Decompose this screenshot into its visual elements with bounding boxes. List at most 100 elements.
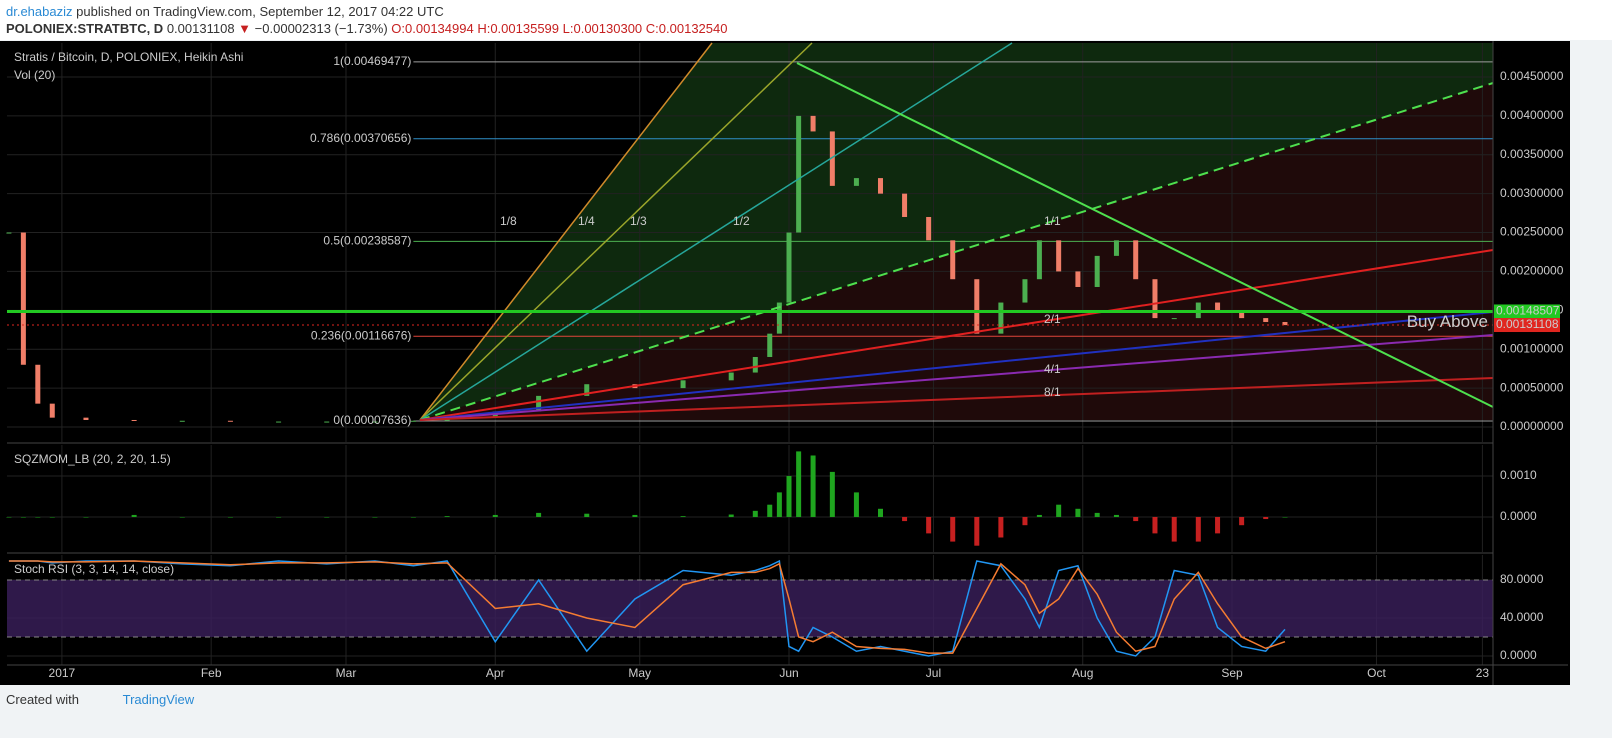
candle bbox=[410, 420, 416, 422]
y-tick-label: 0.0000 bbox=[1500, 648, 1537, 662]
candle bbox=[179, 420, 185, 422]
x-tick-label: Sep bbox=[1221, 666, 1243, 680]
momentum-bar bbox=[680, 516, 686, 517]
momentum-bar bbox=[752, 510, 758, 517]
fib-label: 0.236(0.00116676) bbox=[311, 328, 412, 342]
fib-label: 1(0.00469477) bbox=[333, 54, 411, 68]
pane-subtitle: Vol (20) bbox=[14, 68, 55, 82]
candle bbox=[776, 302, 782, 334]
candle bbox=[680, 380, 686, 389]
momentum-bar bbox=[776, 492, 782, 517]
candle bbox=[1215, 302, 1221, 311]
candle bbox=[877, 178, 883, 194]
fan-line bbox=[419, 377, 1494, 421]
momentum-bar bbox=[536, 512, 542, 517]
fan-line bbox=[419, 42, 1013, 421]
price-box bbox=[1494, 318, 1560, 333]
momentum-bar bbox=[1171, 516, 1177, 542]
high: H:0.00135599 bbox=[477, 21, 560, 36]
momentum-bar bbox=[853, 492, 859, 517]
y-tick-label: 0.0010 bbox=[1500, 468, 1537, 482]
header: dr.ehabaziz published on TradingView.com… bbox=[0, 0, 1612, 40]
x-tick-label: Apr bbox=[486, 666, 505, 680]
momentum-bar bbox=[902, 516, 908, 522]
open: O:0.00134994 bbox=[391, 21, 474, 36]
fan-label: 8/1 bbox=[1044, 385, 1061, 399]
arrow: ▼ bbox=[238, 21, 252, 36]
fan-line bbox=[419, 42, 713, 421]
price-label: 0.00148507 bbox=[1496, 304, 1560, 318]
momentum-bar bbox=[83, 516, 89, 518]
x-tick-label: 23 bbox=[1476, 666, 1490, 680]
momentum-bar bbox=[1022, 516, 1028, 526]
x-tick-label: Jun bbox=[779, 666, 798, 680]
candle bbox=[276, 421, 282, 423]
momentum-bar bbox=[1133, 516, 1139, 522]
candle bbox=[1113, 240, 1119, 256]
y-tick-label: 0.00000000 bbox=[1500, 419, 1564, 433]
overlay: 2017 Feb Mar Apr May Jun Jul Aug Sep Oct 23 0.00450… bbox=[7, 50, 1564, 680]
momentum-bar bbox=[1239, 516, 1245, 526]
momentum-bar bbox=[632, 514, 638, 517]
momentum-bar bbox=[877, 508, 883, 517]
candle bbox=[1263, 318, 1269, 322]
momentum-bar bbox=[796, 451, 802, 517]
candle bbox=[752, 356, 758, 373]
candle bbox=[131, 419, 137, 421]
momentum-bar bbox=[950, 516, 956, 542]
y-tick-label: 0.00250000 bbox=[1500, 225, 1564, 239]
momentum-bar bbox=[998, 516, 1004, 538]
candle bbox=[1075, 271, 1081, 287]
momentum-bar bbox=[1075, 508, 1081, 517]
chart-layer bbox=[6, 43, 1493, 665]
momentum-bar bbox=[1036, 514, 1042, 517]
candle bbox=[1094, 255, 1100, 287]
candle bbox=[974, 279, 980, 334]
candle bbox=[829, 131, 835, 186]
fib-label: 0(0.00007636) bbox=[333, 413, 411, 427]
footer: Created with TradingView bbox=[6, 692, 194, 707]
momentum-bar bbox=[829, 471, 835, 517]
momentum-bar bbox=[1056, 504, 1062, 517]
y-tick-label: 0.00300000 bbox=[1500, 186, 1564, 200]
fan-line bbox=[419, 311, 1494, 421]
fan-line bbox=[419, 42, 813, 421]
x-tick-label: 2017 bbox=[49, 666, 76, 680]
price-box bbox=[1494, 304, 1560, 319]
author[interactable]: dr.ehabaziz bbox=[6, 4, 73, 19]
fib-label: 0.786(0.00370656) bbox=[310, 131, 411, 145]
y-tick-label: 0.00050000 bbox=[1500, 380, 1564, 394]
momentum-bar bbox=[20, 516, 26, 518]
fan-label: 1/8 bbox=[500, 214, 517, 228]
momentum-bar bbox=[1113, 514, 1119, 517]
candle bbox=[20, 232, 26, 365]
momentum-bar bbox=[786, 475, 792, 517]
published: published on TradingView.com, September … bbox=[76, 4, 444, 19]
fan-label: 1/4 bbox=[578, 214, 595, 228]
candle bbox=[83, 417, 89, 420]
price-label: 0.00131108 bbox=[1496, 317, 1559, 331]
x-tick-label: Mar bbox=[336, 666, 357, 680]
candle bbox=[902, 193, 908, 217]
y-tick-label: 0.00450000 bbox=[1500, 69, 1564, 83]
momentum-bar bbox=[974, 516, 980, 546]
fan-label: 1/2 bbox=[733, 214, 750, 228]
fan-line bbox=[419, 82, 1494, 421]
candle bbox=[998, 302, 1004, 334]
candle bbox=[796, 115, 802, 233]
candle bbox=[536, 395, 542, 412]
fan-label: 4/1 bbox=[1044, 362, 1061, 376]
momentum-bar bbox=[1215, 516, 1221, 534]
drawings bbox=[419, 42, 1494, 421]
candle bbox=[810, 115, 816, 132]
brand[interactable]: TradingView bbox=[122, 692, 195, 707]
x-tick-label: May bbox=[628, 666, 651, 680]
momentum-bar bbox=[276, 516, 282, 518]
quote-line: POLONIEX:STRATBTC, D 0.00131108 ▼ −0.000… bbox=[6, 21, 727, 36]
candle bbox=[1056, 240, 1062, 272]
candle bbox=[786, 232, 792, 303]
y-tick-label: 80.0000 bbox=[1500, 572, 1544, 586]
close: C:0.00132540 bbox=[645, 21, 728, 36]
candle bbox=[49, 403, 55, 418]
